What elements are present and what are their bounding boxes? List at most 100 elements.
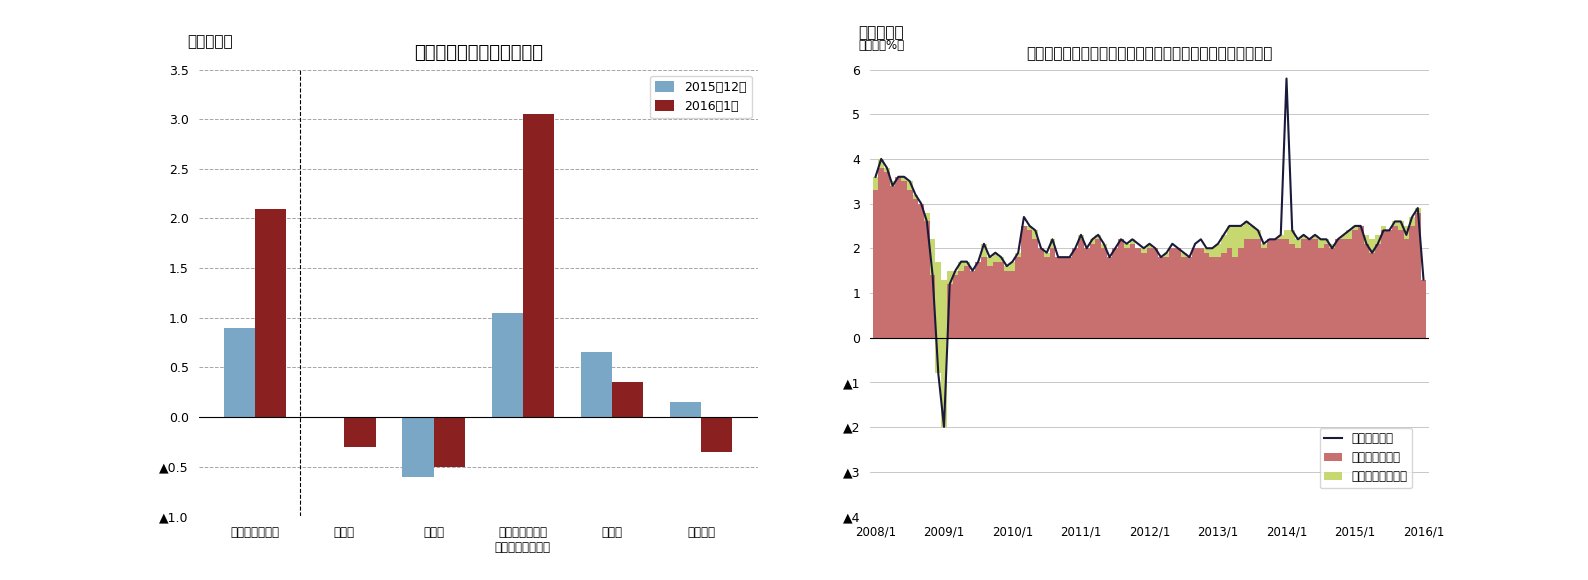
Bar <box>1421 280 1426 338</box>
Bar <box>1301 240 1307 338</box>
Bar <box>1243 240 1250 338</box>
Bar <box>986 266 992 338</box>
Bar <box>1369 240 1375 253</box>
Bar <box>1067 257 1072 338</box>
Bar <box>907 181 913 190</box>
Bar <box>1351 226 1358 230</box>
週当たり賃金 <box>905 191 924 198</box>
週当たり賃金 <box>1413 276 1432 283</box>
Bar <box>1050 248 1056 338</box>
Bar <box>1197 248 1204 338</box>
Bar <box>1124 244 1129 248</box>
Bar <box>1140 253 1147 338</box>
Bar <box>873 177 878 190</box>
Bar <box>1112 248 1118 338</box>
Bar <box>1397 222 1404 230</box>
週当たり賃金 <box>1015 213 1034 220</box>
Bar <box>999 262 1004 338</box>
Bar <box>1318 240 1323 248</box>
Bar <box>1153 248 1158 338</box>
週当たり賃金 <box>883 182 902 189</box>
Bar <box>1239 226 1243 248</box>
Bar <box>1181 253 1186 257</box>
Bar <box>1169 248 1175 338</box>
Bar <box>900 181 907 338</box>
Bar <box>1375 235 1380 244</box>
Bar <box>942 280 946 338</box>
Bar <box>402 417 434 477</box>
Bar <box>999 257 1004 262</box>
Bar <box>1261 244 1267 248</box>
Bar <box>981 257 986 338</box>
Bar <box>1404 240 1409 338</box>
Bar <box>992 262 999 338</box>
Bar <box>1380 226 1386 338</box>
Bar <box>1027 226 1032 230</box>
Bar <box>1186 257 1193 338</box>
Bar <box>924 212 929 222</box>
Bar <box>1239 248 1243 338</box>
Bar <box>1118 240 1124 338</box>
Bar <box>1140 248 1147 253</box>
Bar <box>873 190 878 338</box>
Bar <box>1347 230 1351 240</box>
Bar <box>1158 257 1164 338</box>
Bar <box>970 271 975 338</box>
Text: （月次）: （月次） <box>1404 579 1429 580</box>
Bar <box>1329 244 1336 248</box>
Bar <box>907 190 913 338</box>
Bar <box>1085 248 1089 338</box>
Bar <box>900 177 907 181</box>
Bar <box>1021 226 1027 338</box>
Bar <box>1289 230 1296 244</box>
Bar <box>1004 266 1010 271</box>
Bar <box>1221 253 1226 338</box>
Bar <box>992 253 999 262</box>
Bar <box>1215 244 1221 257</box>
Bar <box>1301 235 1307 240</box>
Bar <box>1027 230 1032 338</box>
Bar <box>1096 235 1100 240</box>
Bar <box>1312 240 1318 338</box>
Text: （図表３）: （図表３） <box>187 34 233 49</box>
Bar <box>492 313 522 417</box>
Bar <box>1100 248 1107 338</box>
週当たり賃金 <box>1186 240 1205 247</box>
Bar <box>1135 248 1140 338</box>
Legend: 週当たり賃金, 時間当たり賃金, 週当たり労働時間: 週当たり賃金, 時間当たり賃金, 週当たり労働時間 <box>1320 427 1412 488</box>
Bar <box>946 271 953 284</box>
Bar <box>1364 235 1369 244</box>
Bar <box>935 262 942 338</box>
Bar <box>1409 226 1415 338</box>
Bar <box>1010 262 1015 271</box>
Bar <box>896 177 900 338</box>
Bar <box>958 262 964 271</box>
Bar <box>1004 271 1010 338</box>
Bar <box>975 262 981 338</box>
Bar <box>1272 240 1278 338</box>
Bar <box>958 271 964 338</box>
Bar <box>1283 230 1289 240</box>
Bar <box>1089 240 1096 244</box>
Bar <box>702 417 732 452</box>
Bar <box>1267 240 1272 338</box>
Text: （年率、%）: （年率、%） <box>859 39 905 52</box>
Bar <box>670 402 702 417</box>
Bar <box>1193 248 1197 338</box>
Bar <box>1032 240 1039 338</box>
Bar <box>1358 226 1364 338</box>
週当たり賃金 <box>1145 245 1164 252</box>
Bar <box>1323 244 1329 338</box>
Bar <box>1072 248 1078 338</box>
Title: 民間非農業部門の週当たり賃金伸び率（年率換算、寄与度）: 民間非農業部門の週当たり賃金伸び率（年率換算、寄与度） <box>1026 46 1272 61</box>
Bar <box>1107 257 1112 338</box>
Bar <box>1415 208 1421 212</box>
Bar <box>1164 257 1169 338</box>
Bar <box>889 181 896 186</box>
Bar <box>1255 240 1261 338</box>
Bar <box>1318 248 1323 338</box>
Line: 週当たり賃金: 週当たり賃金 <box>875 78 1423 427</box>
Bar <box>1032 230 1039 240</box>
Bar <box>1386 230 1393 338</box>
Bar <box>522 114 554 417</box>
